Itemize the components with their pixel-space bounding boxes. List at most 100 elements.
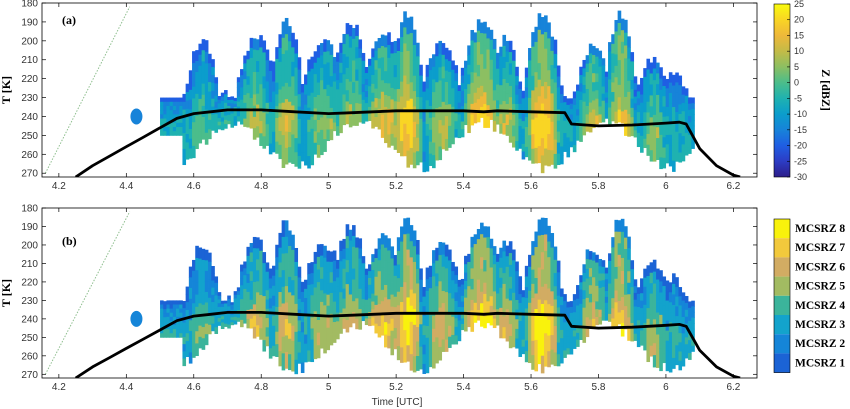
field-cell — [377, 98, 382, 110]
field-cell — [662, 276, 667, 287]
field-cell — [387, 96, 391, 110]
field-cell — [652, 271, 657, 284]
field-cell — [243, 94, 247, 104]
field-cell — [281, 286, 286, 304]
field-cell — [505, 103, 510, 115]
field-cell — [630, 269, 635, 279]
field-cell — [361, 270, 366, 279]
field-cell — [371, 101, 375, 111]
field-cell — [412, 121, 417, 138]
field-cell — [307, 317, 311, 330]
field-cell — [332, 260, 337, 272]
field-cell — [371, 301, 375, 310]
field-cell — [435, 108, 439, 122]
field-cell — [617, 254, 622, 267]
field-cell — [537, 331, 542, 349]
field-cell — [182, 351, 187, 359]
field-cell — [652, 343, 657, 356]
field-cell — [163, 329, 167, 334]
panel-b-mcsrz-field — [44, 211, 741, 378]
field-cell — [665, 78, 670, 89]
field-cell — [166, 97, 171, 103]
field-cell — [406, 217, 411, 235]
field-cell — [457, 327, 462, 335]
field-cell — [281, 135, 286, 152]
field-cell — [502, 283, 507, 296]
field-cell — [563, 301, 567, 309]
field-cell — [294, 81, 299, 97]
field-cell — [646, 80, 651, 92]
field-cell — [320, 67, 324, 81]
field-cell — [278, 292, 283, 308]
field-cell — [480, 245, 484, 258]
field-cell — [441, 113, 446, 126]
field-cell — [668, 124, 673, 136]
field-cell — [662, 314, 667, 325]
field-cell — [620, 41, 625, 54]
field-cell — [412, 293, 417, 310]
field-cell — [684, 316, 689, 324]
field-cell — [182, 156, 187, 166]
field-cell — [329, 86, 334, 98]
field-cell — [329, 272, 334, 284]
field-cell — [508, 288, 513, 301]
field-cell — [553, 312, 558, 327]
field-cell — [313, 323, 318, 336]
field-cell — [259, 272, 263, 285]
field-cell — [508, 335, 513, 349]
field-cell — [675, 141, 679, 152]
field-cell — [467, 286, 471, 295]
field-cell — [560, 146, 564, 156]
field-cell — [377, 58, 382, 69]
field-cell — [256, 303, 260, 315]
field-cell — [214, 126, 219, 133]
field-cell — [598, 280, 603, 289]
field-cell — [470, 103, 475, 115]
field-cell — [499, 257, 503, 269]
field-cell — [384, 71, 388, 84]
field-cell — [192, 122, 196, 135]
field-cell — [572, 118, 577, 126]
field-cell — [486, 82, 491, 95]
field-cell — [480, 22, 484, 34]
field-cell — [419, 118, 423, 131]
field-cell — [393, 327, 398, 339]
field-cell — [633, 103, 638, 111]
field-cell — [569, 109, 574, 115]
field-cell — [185, 325, 190, 334]
field-cell — [643, 85, 647, 96]
field-cell — [467, 45, 471, 56]
field-cell — [179, 118, 183, 124]
field-cell — [569, 125, 574, 132]
field-cell — [435, 247, 439, 261]
field-cell — [259, 283, 263, 296]
field-cell — [595, 107, 599, 116]
field-cell — [214, 95, 219, 103]
field-cell — [544, 234, 548, 252]
field-cell — [371, 92, 375, 102]
field-cell — [416, 268, 420, 284]
field-cell — [214, 89, 219, 97]
field-cell — [582, 126, 587, 136]
field-cell — [249, 261, 254, 272]
field-cell — [563, 120, 567, 128]
field-cell — [499, 297, 503, 309]
field-cell — [345, 90, 350, 102]
field-cell — [233, 313, 238, 318]
colorbar-bar — [773, 3, 791, 178]
field-cell — [323, 64, 327, 78]
field-cell — [640, 293, 644, 302]
field-cell — [192, 281, 196, 293]
field-cell — [249, 77, 254, 89]
field-cell — [534, 231, 539, 248]
field-cell — [592, 118, 596, 129]
field-cell — [604, 87, 609, 93]
field-cell — [390, 122, 395, 135]
y-tick-label: 230 — [21, 296, 38, 307]
field-cell — [160, 101, 164, 107]
field-cell — [572, 330, 577, 337]
field-cell — [486, 312, 491, 324]
field-cell — [476, 76, 481, 89]
field-cell — [547, 225, 551, 242]
field-cell — [540, 355, 545, 374]
